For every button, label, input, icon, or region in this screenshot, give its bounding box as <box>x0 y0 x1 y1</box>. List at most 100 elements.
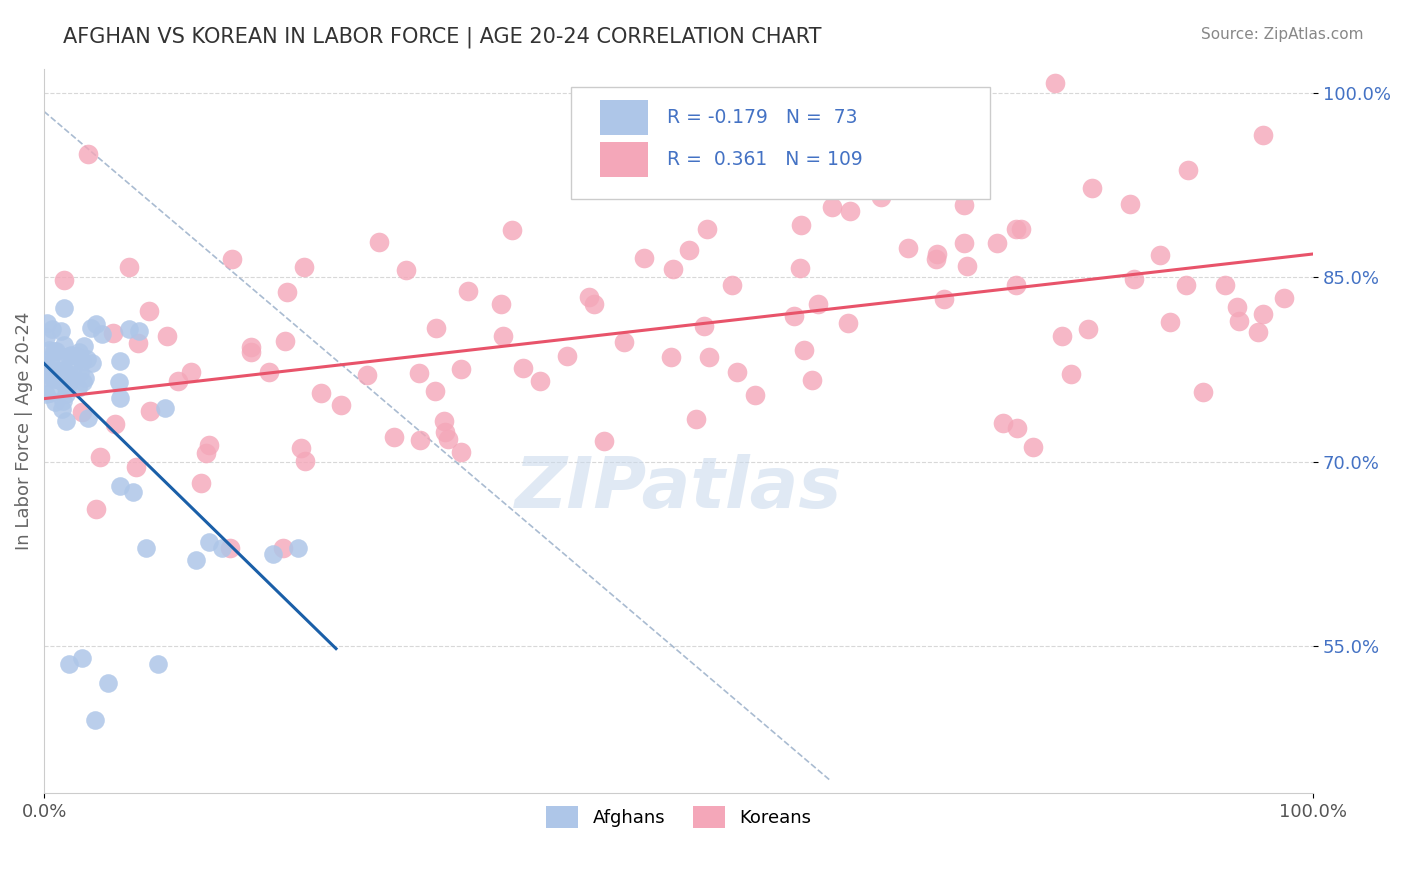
Point <box>73 339 96 353</box>
Point <box>925 252 948 266</box>
Point <box>56 378 79 392</box>
Point <box>501 223 523 237</box>
Point <box>108 376 131 390</box>
Point <box>512 360 534 375</box>
Point <box>79 321 101 335</box>
Point <box>801 373 824 387</box>
Point <box>128 324 150 338</box>
Point <box>35 359 58 374</box>
Point <box>529 374 551 388</box>
FancyBboxPatch shape <box>571 87 990 199</box>
Point <box>356 368 378 383</box>
Point <box>1227 314 1250 328</box>
Point <box>457 285 479 299</box>
Point <box>90 327 112 342</box>
Point <box>659 350 682 364</box>
Point <box>97 675 120 690</box>
Point <box>1247 325 1270 339</box>
Point <box>53 338 76 352</box>
Point <box>52 394 75 409</box>
Point <box>744 387 766 401</box>
Point <box>1081 181 1104 195</box>
Point <box>450 445 472 459</box>
Point <box>927 247 949 261</box>
Point <box>593 434 616 448</box>
Point <box>1043 76 1066 90</box>
Text: Source: ZipAtlas.com: Source: ZipAtlas.com <box>1201 27 1364 42</box>
Point <box>1149 248 1171 262</box>
Point <box>56 368 79 382</box>
Point <box>613 334 636 349</box>
Point <box>70 651 93 665</box>
Point <box>77 147 100 161</box>
Point <box>221 252 243 266</box>
Point <box>67 344 90 359</box>
Point <box>48 364 70 378</box>
Point <box>1005 278 1028 293</box>
Point <box>84 317 107 331</box>
Point <box>55 414 77 428</box>
Point <box>122 485 145 500</box>
Point <box>1215 277 1237 292</box>
Point <box>37 316 59 330</box>
Point <box>436 432 458 446</box>
Point <box>395 263 418 277</box>
Point <box>1007 421 1029 435</box>
Point <box>34 370 56 384</box>
Point <box>1251 307 1274 321</box>
Point <box>65 350 87 364</box>
Point <box>53 378 76 392</box>
Point <box>190 476 212 491</box>
Point <box>127 336 149 351</box>
Point <box>276 285 298 299</box>
Point <box>60 348 83 362</box>
Point <box>489 296 512 310</box>
Point <box>578 290 600 304</box>
Point <box>425 384 447 399</box>
Point <box>49 324 72 338</box>
Point <box>838 203 860 218</box>
Point <box>89 450 111 464</box>
Point <box>1060 367 1083 381</box>
Point <box>807 297 830 311</box>
Point <box>51 366 73 380</box>
Point <box>42 372 65 386</box>
Point <box>699 351 721 365</box>
Point <box>274 334 297 349</box>
Point <box>194 446 217 460</box>
Point <box>1159 315 1181 329</box>
Point <box>821 200 844 214</box>
Point <box>239 345 262 359</box>
Point <box>72 404 94 418</box>
Point <box>1192 385 1215 400</box>
Point <box>82 356 104 370</box>
Point <box>118 322 141 336</box>
Point <box>180 365 202 379</box>
Point <box>101 326 124 341</box>
Point <box>67 381 90 395</box>
Point <box>1119 197 1142 211</box>
Point <box>450 362 472 376</box>
Point <box>292 260 315 274</box>
FancyBboxPatch shape <box>600 142 648 177</box>
Point <box>869 190 891 204</box>
Point <box>309 385 332 400</box>
Point <box>952 197 974 211</box>
Point <box>153 401 176 416</box>
Point <box>239 340 262 354</box>
Point <box>837 316 859 330</box>
Point <box>138 404 160 418</box>
Point <box>956 259 979 273</box>
Point <box>62 359 84 374</box>
Point <box>41 322 63 336</box>
Point <box>110 479 132 493</box>
Point <box>55 365 77 379</box>
Point <box>382 430 405 444</box>
Point <box>108 353 131 368</box>
Point <box>197 438 219 452</box>
Point <box>156 328 179 343</box>
Point <box>167 375 190 389</box>
Point <box>52 363 75 377</box>
Point <box>110 391 132 405</box>
Point <box>84 502 107 516</box>
